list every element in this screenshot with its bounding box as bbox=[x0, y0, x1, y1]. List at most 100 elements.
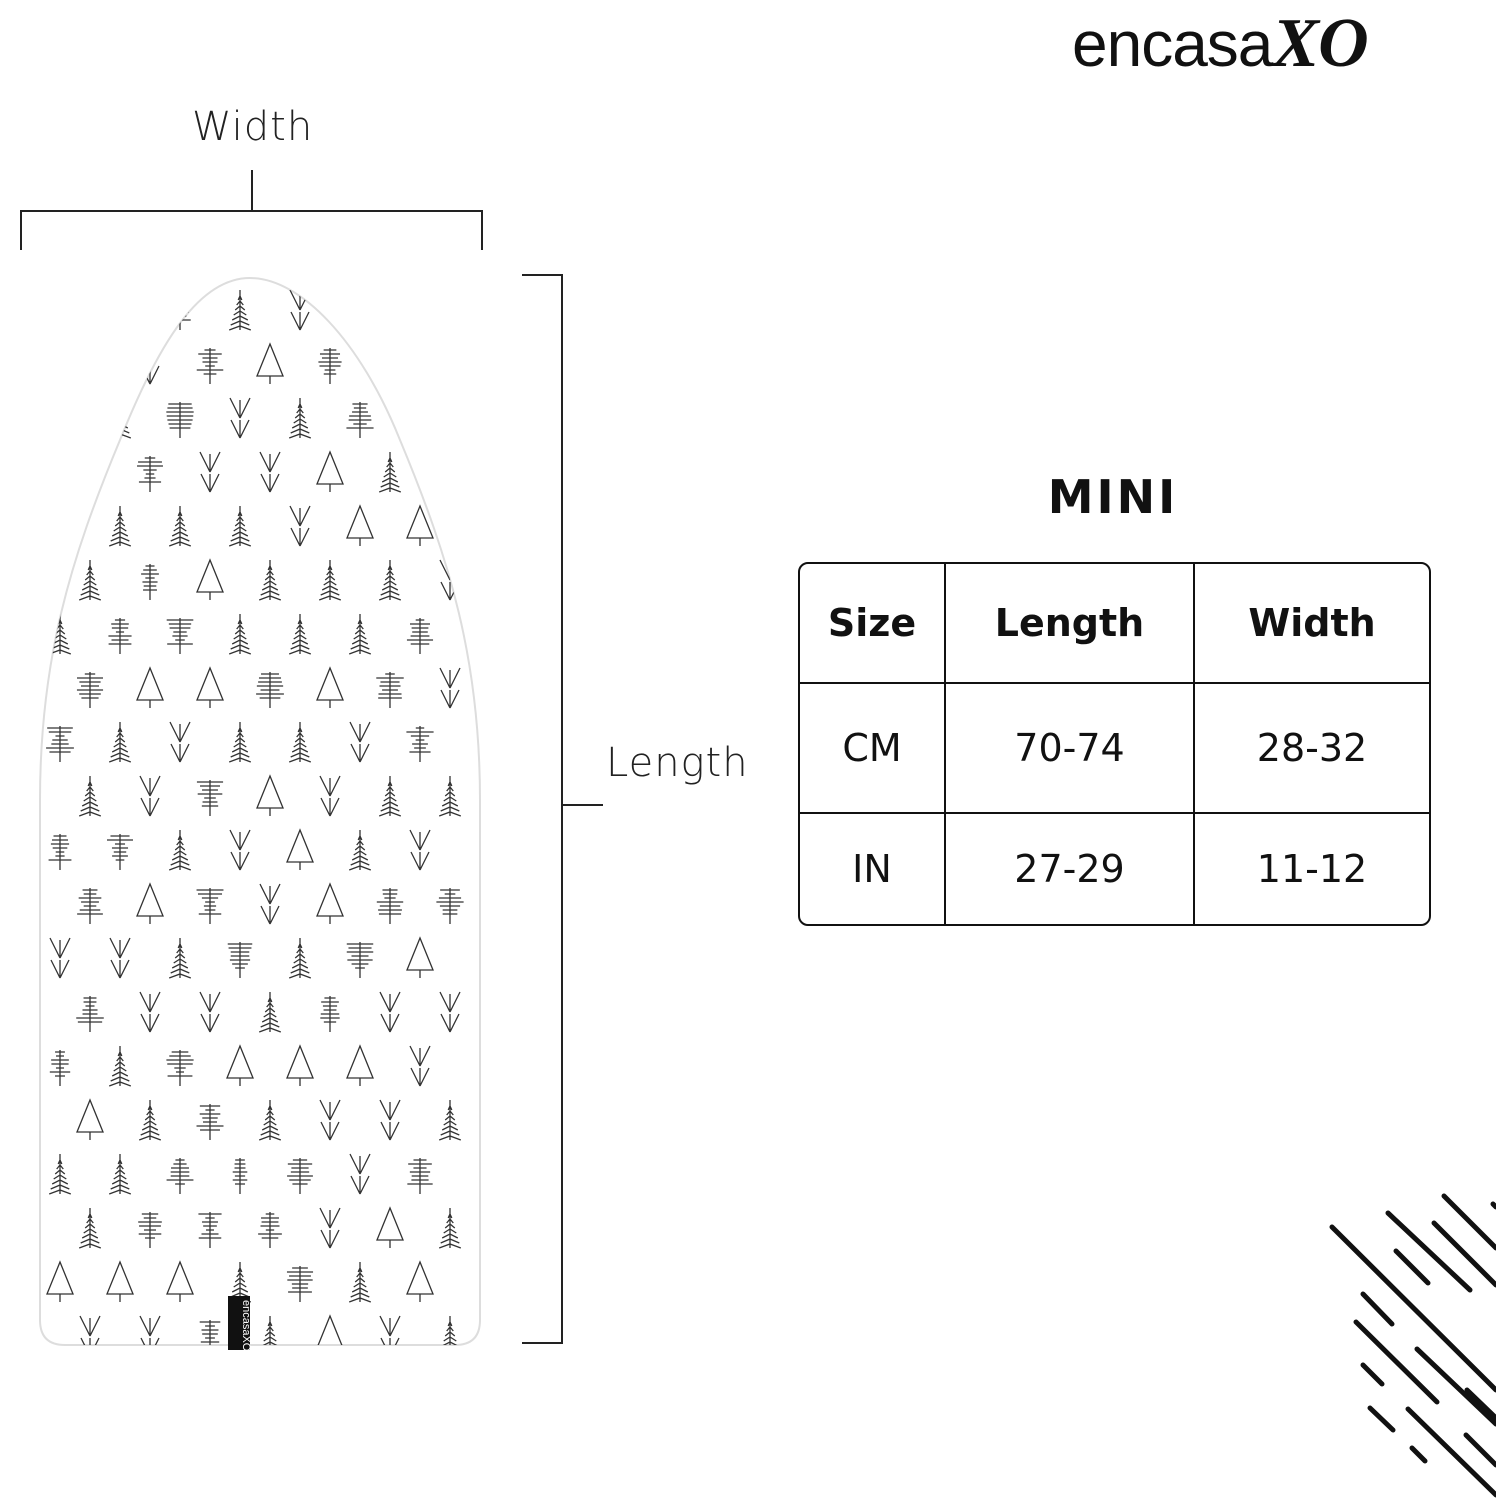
tree-motif bbox=[76, 456, 104, 492]
tree-motif bbox=[346, 1044, 374, 1086]
tree-motif bbox=[136, 666, 164, 708]
cell-width: 28-32 bbox=[1195, 684, 1429, 814]
tree-motif bbox=[407, 1158, 433, 1194]
tree-motif bbox=[78, 776, 102, 817]
tree-motif bbox=[229, 829, 251, 871]
stripe bbox=[1409, 1445, 1428, 1464]
tree-motif bbox=[108, 506, 132, 547]
tree-motif bbox=[168, 938, 192, 979]
tree-motif bbox=[78, 560, 102, 601]
tree-motif bbox=[196, 780, 224, 816]
tree-motif bbox=[439, 991, 461, 1033]
tree-motif bbox=[379, 991, 401, 1033]
tree-motif bbox=[348, 1262, 372, 1303]
tree-motif bbox=[196, 666, 224, 708]
length-bracket bbox=[522, 274, 603, 1344]
tree-motif bbox=[406, 504, 434, 546]
tree-motif bbox=[316, 882, 344, 924]
table-row: CM 70-74 28-32 bbox=[800, 684, 1429, 814]
tree-motif bbox=[286, 1044, 314, 1086]
stripe bbox=[1329, 1224, 1496, 1393]
tree-motif bbox=[228, 614, 252, 655]
header-length: Length bbox=[946, 564, 1195, 684]
tree-motif bbox=[319, 1099, 341, 1141]
tree-motif bbox=[141, 564, 159, 600]
tree-motif bbox=[259, 451, 281, 493]
stripe bbox=[1463, 1432, 1496, 1468]
tree-motif bbox=[346, 504, 374, 546]
width-label: Width bbox=[192, 104, 314, 150]
stripe bbox=[1385, 1210, 1473, 1293]
cell-unit: CM bbox=[800, 684, 946, 814]
tree-motif bbox=[48, 506, 72, 547]
tree-motif bbox=[320, 996, 340, 1032]
tree-motif bbox=[232, 1158, 248, 1194]
tree-motif bbox=[409, 829, 431, 871]
tree-motif bbox=[76, 996, 104, 1032]
tree-motif bbox=[406, 1260, 434, 1302]
tree-motif bbox=[47, 294, 73, 330]
tree-motif bbox=[199, 451, 221, 493]
tree-motif bbox=[76, 672, 104, 708]
tree-motif bbox=[48, 1154, 72, 1195]
tree-motif bbox=[166, 1260, 194, 1302]
tree-motif bbox=[349, 721, 371, 763]
tree-motif bbox=[288, 614, 312, 655]
decorative-stripes bbox=[1329, 1193, 1496, 1498]
tree-motif bbox=[226, 1044, 254, 1086]
tree-motif bbox=[46, 1260, 74, 1302]
tree-motif bbox=[228, 506, 252, 547]
tree-motif bbox=[406, 726, 434, 762]
tree-motif bbox=[166, 618, 194, 654]
board-tag-text: encasaXO bbox=[240, 1300, 252, 1352]
tree-motif bbox=[378, 560, 402, 601]
tree-motif bbox=[139, 775, 161, 817]
tree-motif bbox=[258, 1100, 282, 1141]
tree-motif bbox=[409, 1045, 431, 1087]
tree-motif bbox=[256, 342, 284, 384]
tree-motif bbox=[49, 1050, 71, 1086]
tree-motif bbox=[378, 776, 402, 817]
tree-motif bbox=[406, 936, 434, 978]
tree-motif bbox=[349, 1153, 371, 1195]
cell-length: 70-74 bbox=[946, 684, 1195, 814]
tree-motif bbox=[136, 882, 164, 924]
tree-motif bbox=[408, 398, 432, 439]
tree-motif bbox=[379, 1315, 401, 1345]
tree-motif bbox=[169, 721, 191, 763]
tree-motif bbox=[437, 348, 463, 384]
length-label: Length bbox=[606, 740, 749, 786]
tree-motif bbox=[228, 1262, 252, 1303]
tree-motif bbox=[108, 618, 132, 654]
tree-motif bbox=[379, 1099, 401, 1141]
tree-motif bbox=[78, 1208, 102, 1249]
table-header-row: Size Length Width bbox=[800, 564, 1429, 684]
tree-motif bbox=[77, 888, 103, 924]
tree-motif bbox=[438, 1208, 462, 1249]
tree-motif bbox=[258, 1316, 282, 1345]
tree-motif bbox=[346, 402, 374, 438]
table-row: IN 27-29 11-12 bbox=[800, 814, 1429, 924]
tree-motif bbox=[289, 289, 311, 331]
tree-motif bbox=[48, 834, 72, 870]
logo-xo: XO bbox=[1272, 5, 1368, 82]
tree-motif bbox=[378, 452, 402, 493]
tree-motif bbox=[166, 402, 194, 438]
stripe bbox=[1405, 1406, 1496, 1498]
tree-motif bbox=[196, 348, 224, 384]
tree-motif bbox=[438, 1100, 462, 1141]
brand-logo: encasaXO bbox=[1072, 4, 1369, 84]
stripe bbox=[1367, 1405, 1396, 1433]
tree-motif bbox=[106, 1260, 134, 1302]
tree-motif bbox=[316, 1314, 344, 1345]
tree-motif bbox=[228, 290, 252, 331]
tree-motif bbox=[198, 1212, 222, 1248]
tree-motif bbox=[139, 991, 161, 1033]
tree-motif bbox=[227, 942, 253, 978]
ironing-board-cover bbox=[39, 276, 481, 1346]
tree-motif bbox=[76, 1098, 104, 1140]
tree-motif bbox=[166, 1050, 194, 1086]
tree-motif bbox=[109, 937, 131, 979]
stripe bbox=[1360, 1291, 1395, 1327]
